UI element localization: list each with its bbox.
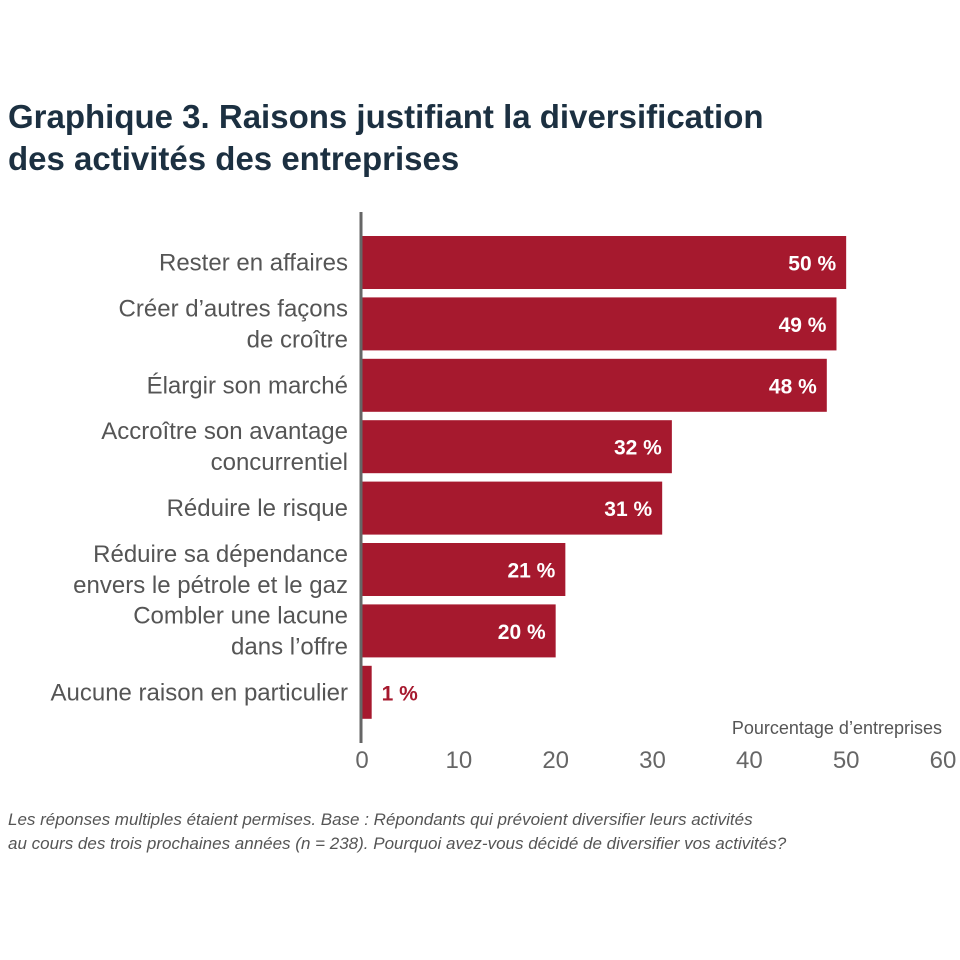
bar-5 [362, 481, 663, 535]
value-label-3: 48 % [769, 375, 817, 398]
chart-title: Graphique 3. Raisons justifiant la diver… [8, 96, 908, 180]
chart-title-line-1: Graphique 3. Raisons justifiant la diver… [8, 98, 764, 135]
bar-8 [362, 665, 372, 719]
bar-chart: 50 % Rester en affaires 49 % Créer d’autres… [50, 212, 957, 774]
footnote-line-1: Les réponses multiples étaient permises.… [8, 810, 753, 829]
bar-6 [362, 543, 566, 596]
bar-4 [362, 420, 672, 474]
x-tick-label-40: 40 [736, 747, 763, 774]
x-tick-label-20: 20 [542, 747, 569, 774]
category-label-7-line-1: Combler une lacune [133, 602, 348, 629]
category-label-4-line-1: Accroître son avantage [101, 418, 348, 445]
x-tick-label-0: 0 [355, 747, 368, 774]
chart-title-line-2: des activités des entreprises [8, 140, 460, 177]
category-label-6-line-1: Réduire sa dépendance [93, 541, 348, 568]
x-tick-label-10: 10 [445, 747, 472, 774]
category-label-2-line-2: de croître [247, 326, 348, 353]
category-label-3: Élargir son marché [147, 372, 348, 399]
value-label-1: 50 % [788, 253, 836, 276]
chart-footnote: Les réponses multiples étaient permises.… [8, 808, 953, 856]
x-tick-label-30: 30 [639, 747, 666, 774]
category-label-4-line-2: concurrentiel [211, 449, 348, 476]
value-label-4: 32 % [614, 437, 662, 460]
value-label-7: 20 % [498, 621, 546, 644]
value-label-8: 1 % [382, 682, 419, 705]
value-label-2: 49 % [779, 314, 827, 337]
category-label-5: Réduire le risque [167, 495, 348, 522]
x-tick-label-50: 50 [833, 747, 860, 774]
category-label-6-line-2: envers le pétrole et le gaz [73, 572, 348, 599]
x-axis-title: Pourcentage d’entreprises [732, 718, 942, 738]
category-label-1: Rester en affaires [159, 250, 348, 277]
value-label-6: 21 % [507, 560, 555, 583]
bar-7 [362, 604, 556, 658]
value-label-5: 31 % [604, 498, 652, 521]
bar-3 [362, 358, 827, 412]
category-label-2-line-1: Créer d’autres façons [119, 295, 348, 322]
bar-2 [362, 297, 837, 351]
bar-1 [362, 236, 847, 289]
x-tick-label-60: 60 [930, 747, 957, 774]
category-label-7-line-2: dans l’offre [231, 633, 348, 660]
category-label-8: Aucune raison en particulier [50, 679, 348, 706]
footnote-line-2: au cours des trois prochaines années (n … [8, 834, 787, 853]
